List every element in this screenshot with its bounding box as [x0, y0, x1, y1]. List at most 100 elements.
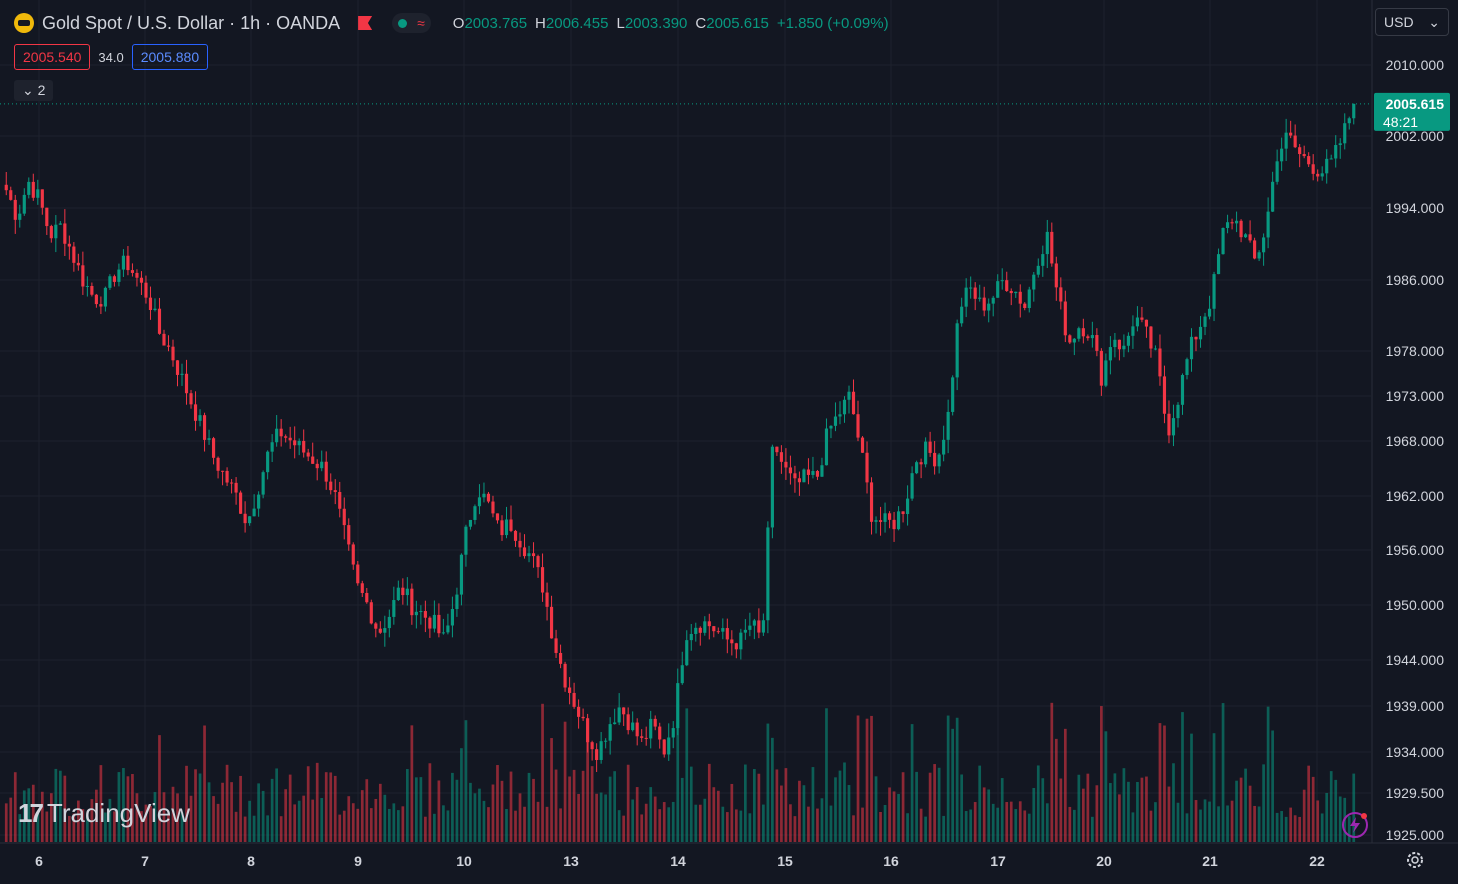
quote-row: 2005.540 34.0 2005.880	[14, 44, 209, 70]
volume-bar	[324, 772, 328, 842]
candle-body	[252, 508, 256, 517]
candle-body	[572, 692, 576, 707]
candle-body	[1343, 123, 1347, 144]
volume-bar	[342, 810, 346, 842]
candle-body	[829, 425, 833, 429]
candle-body	[892, 519, 896, 530]
candle-body	[730, 639, 734, 644]
time-tick-label: 13	[563, 853, 579, 869]
candle-body	[946, 411, 950, 440]
candle-body	[924, 441, 928, 465]
volume-bar	[302, 795, 306, 842]
candle-body	[27, 181, 31, 195]
candle-body	[387, 616, 391, 629]
candle-body	[157, 308, 162, 334]
time-tick-label: 17	[990, 853, 1006, 869]
volume-bar	[703, 798, 707, 842]
flag-icon[interactable]	[358, 16, 373, 30]
candle-body	[504, 519, 509, 536]
candle-body	[139, 277, 144, 283]
volume-bar	[1032, 787, 1036, 842]
ohlc-values: O2003.765 H2006.455 L2003.390 C2005.615 …	[453, 15, 889, 32]
lightning-icon[interactable]	[1341, 811, 1369, 839]
bar-countdown: 48:21	[1383, 114, 1418, 130]
candle-body	[1005, 280, 1009, 291]
volume-bar	[1054, 738, 1058, 842]
indicators-collapse-button[interactable]: ⌄ 2	[14, 80, 54, 101]
candle-body	[1077, 328, 1081, 339]
candle-body	[482, 493, 486, 498]
volume-bar	[460, 748, 463, 842]
candle-body	[955, 323, 959, 378]
price-tick-label: 1994.000	[1386, 200, 1445, 216]
candle-body	[1162, 376, 1167, 414]
volume-bar	[1000, 778, 1004, 842]
volume-bar	[802, 785, 806, 842]
buy-button[interactable]: 2005.880	[131, 44, 209, 70]
candle-body	[540, 567, 545, 593]
tradingview-logo[interactable]: 17 TradingView	[18, 798, 190, 829]
candle-body	[1293, 135, 1297, 148]
volume-bar	[924, 816, 927, 842]
candle-body	[369, 602, 373, 624]
candle-body	[874, 520, 878, 522]
volume-bar	[401, 806, 405, 842]
candle-body	[297, 440, 301, 446]
volume-bar	[617, 810, 621, 842]
volume-bar	[1131, 812, 1135, 842]
candle-body	[103, 287, 107, 307]
candle-body	[275, 428, 279, 443]
candle-body	[644, 737, 648, 739]
candle-body	[18, 213, 22, 220]
volume-bar	[780, 785, 783, 842]
candle-body	[667, 737, 671, 755]
candle-body	[1149, 326, 1153, 349]
candle-body	[604, 740, 608, 742]
chevron-down-icon: ⌄	[1428, 13, 1440, 30]
price-tick-label: 1944.000	[1386, 652, 1445, 668]
volume-bar	[1298, 816, 1302, 842]
candle-body	[1113, 339, 1117, 348]
volume-bar	[1266, 706, 1270, 842]
candle-body	[216, 457, 220, 471]
market-status[interactable]: ≈	[392, 13, 431, 33]
currency-select[interactable]: USD ⌄	[1375, 8, 1449, 36]
candle-body	[36, 189, 40, 198]
candle-body	[4, 184, 8, 191]
candle-body	[356, 564, 360, 584]
volume-bar	[757, 773, 761, 842]
volume-bar	[644, 803, 648, 842]
volume-bar	[1293, 815, 1297, 842]
candle-body	[811, 471, 815, 475]
candle-body	[347, 525, 351, 545]
candle-body	[257, 494, 261, 509]
volume-bar	[27, 788, 31, 842]
candle-body	[45, 207, 49, 227]
gear-icon[interactable]	[1404, 849, 1426, 871]
candle-body	[802, 469, 806, 483]
volume-bar	[1280, 811, 1283, 842]
candle-body	[734, 643, 738, 650]
volume-bar	[9, 797, 13, 842]
volume-bar	[748, 813, 752, 842]
candle-body	[703, 621, 707, 633]
candle-body	[626, 714, 630, 731]
sell-button[interactable]: 2005.540	[14, 44, 91, 70]
symbol-title[interactable]: Gold Spot / U.S. Dollar · 1h · OANDA	[42, 12, 341, 33]
volume-bar	[1190, 733, 1193, 842]
volume-bar	[509, 771, 513, 842]
candle-body	[1050, 231, 1054, 264]
volume-bar	[572, 769, 576, 842]
candle-body	[410, 588, 414, 616]
candle-body	[1316, 173, 1320, 177]
volume-bar	[604, 794, 607, 842]
candle-body	[1230, 222, 1234, 224]
candle-body	[721, 628, 725, 632]
candle-body	[1176, 404, 1180, 419]
volume-bar	[239, 775, 242, 842]
time-tick-label: 7	[141, 853, 149, 869]
volume-bar	[58, 770, 62, 842]
volume-bar	[1230, 800, 1234, 842]
